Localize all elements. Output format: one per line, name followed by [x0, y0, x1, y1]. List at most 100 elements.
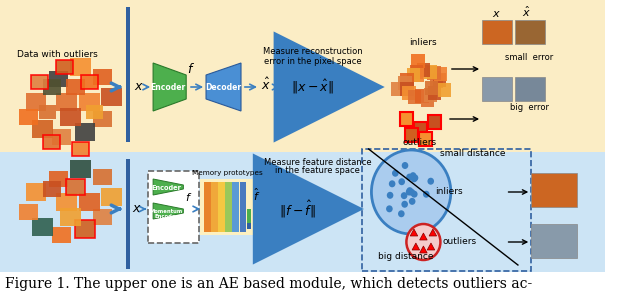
- Bar: [401, 73, 413, 87]
- Polygon shape: [412, 243, 420, 250]
- Polygon shape: [153, 63, 186, 111]
- Text: inliers: inliers: [435, 187, 462, 197]
- Text: $\hat{x}$: $\hat{x}$: [522, 5, 531, 19]
- Bar: [79, 193, 100, 211]
- Bar: [246, 223, 252, 229]
- Bar: [49, 71, 68, 87]
- Bar: [417, 63, 430, 77]
- Text: $f$: $f$: [185, 191, 193, 203]
- Bar: [56, 93, 77, 111]
- Text: small distance: small distance: [440, 149, 506, 158]
- Bar: [93, 169, 111, 185]
- Circle shape: [410, 172, 417, 179]
- Bar: [31, 75, 48, 89]
- Bar: [93, 209, 111, 225]
- Bar: [0, 0, 605, 152]
- Text: Memory prototypes: Memory prototypes: [193, 170, 263, 176]
- Text: $x$: $x$: [132, 202, 142, 215]
- Bar: [204, 182, 211, 232]
- Bar: [515, 20, 545, 44]
- Bar: [93, 111, 111, 127]
- Text: Measure feature distance: Measure feature distance: [264, 158, 371, 167]
- Text: big distance: big distance: [378, 252, 433, 261]
- Bar: [408, 90, 421, 104]
- Bar: [56, 193, 77, 211]
- Bar: [429, 74, 443, 88]
- Bar: [75, 123, 95, 141]
- Bar: [26, 183, 46, 201]
- Bar: [411, 68, 424, 82]
- Circle shape: [389, 180, 396, 187]
- Bar: [61, 208, 81, 226]
- Bar: [70, 160, 91, 178]
- Text: Data with outliers: Data with outliers: [17, 50, 98, 59]
- Bar: [0, 152, 605, 272]
- Bar: [19, 109, 38, 125]
- Bar: [414, 122, 427, 136]
- Bar: [404, 128, 418, 142]
- Text: error in the pixel space: error in the pixel space: [264, 57, 362, 66]
- Text: $x$: $x$: [134, 80, 144, 93]
- Polygon shape: [420, 246, 427, 253]
- Polygon shape: [420, 233, 427, 240]
- Bar: [52, 227, 71, 243]
- Bar: [403, 86, 415, 100]
- Bar: [42, 79, 61, 95]
- Circle shape: [406, 189, 412, 195]
- Bar: [407, 68, 420, 82]
- Bar: [52, 129, 71, 145]
- Bar: [125, 159, 131, 269]
- Bar: [66, 79, 85, 95]
- Bar: [239, 182, 246, 232]
- Bar: [232, 182, 239, 232]
- Polygon shape: [410, 229, 418, 236]
- Bar: [75, 220, 95, 238]
- Bar: [32, 120, 53, 138]
- Text: Figure 1. The upper one is an AE based module, which detects outliers ac-: Figure 1. The upper one is an AE based m…: [4, 277, 532, 291]
- Circle shape: [386, 205, 393, 212]
- Bar: [399, 76, 412, 90]
- Text: $f$: $f$: [187, 62, 195, 76]
- Circle shape: [371, 150, 451, 234]
- Bar: [72, 142, 89, 156]
- Bar: [438, 83, 451, 97]
- Text: $\|x - \hat{x}\|$: $\|x - \hat{x}\|$: [291, 78, 334, 96]
- Bar: [434, 67, 447, 81]
- Circle shape: [411, 191, 418, 198]
- Text: big  error: big error: [510, 103, 548, 112]
- FancyBboxPatch shape: [268, 196, 327, 222]
- FancyBboxPatch shape: [200, 179, 254, 235]
- Circle shape: [406, 187, 413, 194]
- Text: $\|f - \hat{f}\|$: $\|f - \hat{f}\|$: [279, 198, 316, 219]
- Circle shape: [406, 224, 440, 260]
- Bar: [79, 93, 100, 111]
- Circle shape: [406, 174, 413, 181]
- Text: outliers: outliers: [442, 238, 476, 247]
- Bar: [49, 171, 68, 187]
- Circle shape: [399, 178, 405, 185]
- Bar: [401, 82, 413, 96]
- Text: $\hat{f}$: $\hat{f}$: [253, 187, 260, 203]
- Polygon shape: [429, 229, 436, 236]
- Bar: [428, 86, 441, 100]
- Bar: [70, 58, 91, 76]
- Bar: [433, 73, 446, 87]
- Text: Measure reconstruction: Measure reconstruction: [263, 47, 363, 56]
- Bar: [531, 224, 577, 258]
- Bar: [66, 179, 85, 195]
- Bar: [39, 105, 56, 119]
- Bar: [42, 181, 61, 197]
- Bar: [86, 105, 103, 119]
- Circle shape: [428, 178, 434, 185]
- Circle shape: [423, 191, 429, 198]
- Bar: [0, 272, 605, 297]
- Text: Encoder: Encoder: [152, 185, 181, 191]
- Bar: [211, 182, 218, 232]
- Circle shape: [408, 189, 415, 196]
- Bar: [81, 75, 99, 89]
- Bar: [425, 81, 438, 95]
- Circle shape: [412, 174, 419, 181]
- Polygon shape: [153, 203, 183, 219]
- Bar: [93, 69, 111, 85]
- Bar: [61, 108, 81, 126]
